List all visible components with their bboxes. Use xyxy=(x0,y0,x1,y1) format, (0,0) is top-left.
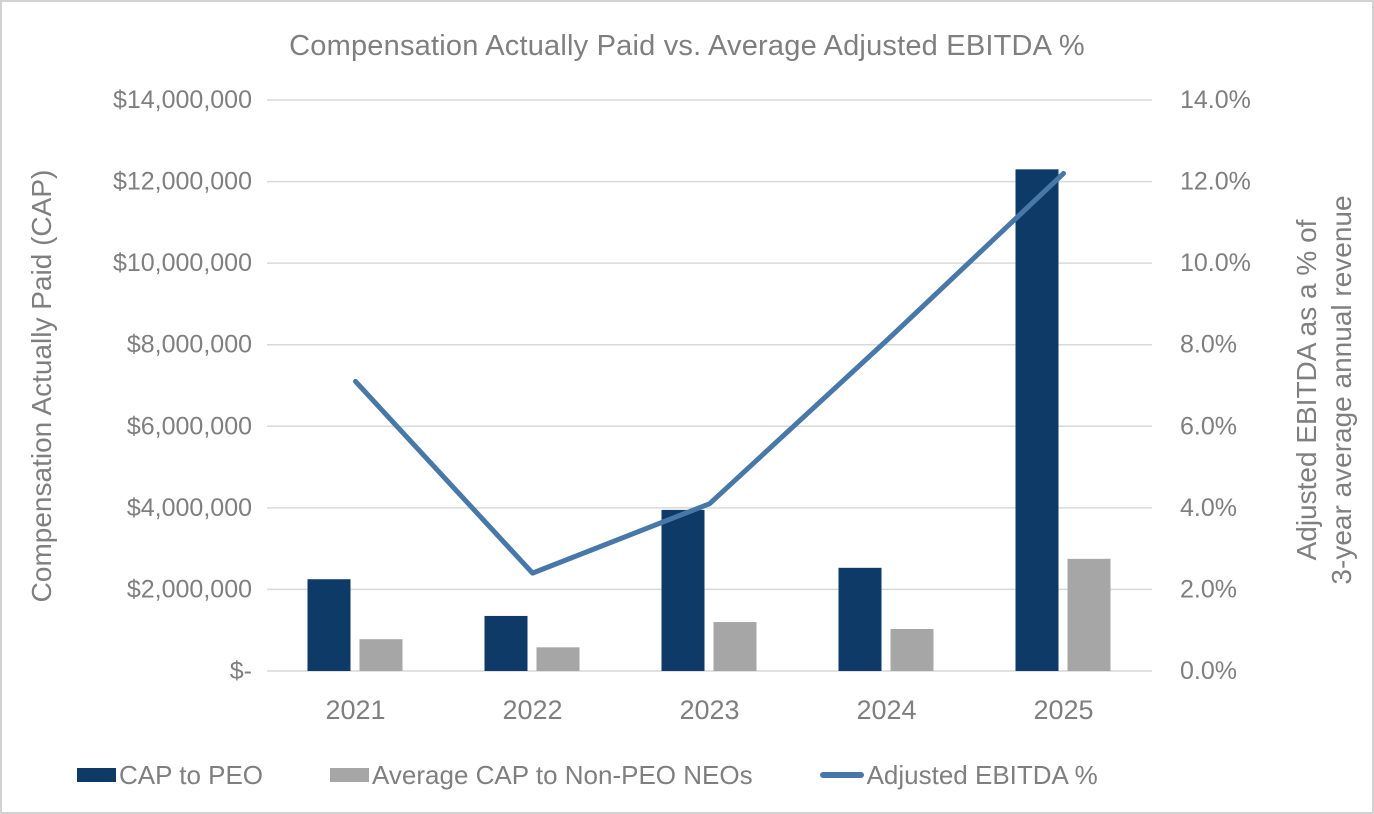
adjusted-ebitda-line xyxy=(353,170,1066,576)
bar-cap-to-peo xyxy=(1015,169,1059,672)
right-axis-tick-label: 10.0% xyxy=(1180,249,1251,277)
chart-legend: CAP to PEO Average CAP to Non-PEO NEOs A… xyxy=(77,754,1098,796)
legend-label-non-peo: Average CAP to Non-PEO NEOs xyxy=(372,759,753,790)
bar-avg-cap-non-peo xyxy=(1067,558,1111,671)
right-axis-tick-label: 6.0% xyxy=(1180,412,1237,440)
gridlines-group xyxy=(267,99,1152,672)
legend-label-ebitda: Adjusted EBITDA % xyxy=(866,759,1098,790)
legend-item-ebitda: Adjusted EBITDA % xyxy=(819,759,1098,791)
right-axis-tick-label: 12.0% xyxy=(1180,168,1251,196)
chart-title: Compensation Actually Paid vs. Average A… xyxy=(289,30,1085,62)
left-axis-tick-label: $2,000,000 xyxy=(127,575,252,603)
x-axis-tick-label: 2023 xyxy=(679,695,739,725)
bar-cap-to-peo xyxy=(661,509,705,671)
x-axis-ticks-group: 2021 2022 2023 2024 2025 xyxy=(325,695,1093,725)
right-axis-ticks-group: 14.0% 12.0% 10.0% 8.0% 6.0% 4.0% 2.0% 0.0% xyxy=(1180,86,1251,685)
left-axis-tick-label: $4,000,000 xyxy=(127,494,252,522)
left-axis-tick-label: $8,000,000 xyxy=(127,331,252,359)
bar-avg-cap-non-peo xyxy=(536,647,580,671)
left-axis-tick-label: $12,000,000 xyxy=(113,168,252,196)
right-axis-tick-label: 8.0% xyxy=(1180,331,1237,359)
bar-avg-cap-non-peo xyxy=(713,622,757,671)
legend-label-cap-to-peo: CAP to PEO xyxy=(119,759,264,790)
left-axis-tick-label: $6,000,000 xyxy=(127,412,252,440)
right-axis-tick-label: 14.0% xyxy=(1180,86,1251,114)
cap-to-peo-swatch-icon xyxy=(77,768,116,782)
left-axis-tick-label: $- xyxy=(230,657,252,685)
left-axis-tick-label: $14,000,000 xyxy=(113,86,252,114)
bar-cap-to-peo xyxy=(307,579,351,671)
bar-avg-cap-non-peo xyxy=(890,628,934,671)
x-axis-tick-label: 2024 xyxy=(856,695,916,725)
bars-group xyxy=(307,169,1111,672)
right-axis-tick-label: 0.0% xyxy=(1180,657,1237,685)
legend-item-non-peo: Average CAP to Non-PEO NEOs xyxy=(330,760,753,791)
right-axis-tick-label: 2.0% xyxy=(1180,575,1237,603)
bar-cap-to-peo xyxy=(484,615,528,671)
bar-cap-to-peo xyxy=(838,567,882,671)
ebitda-line-swatch-icon xyxy=(819,772,864,778)
left-axis-tick-label: $10,000,000 xyxy=(113,249,252,277)
non-peo-swatch-icon xyxy=(330,768,370,782)
right-axis-tick-label: 4.0% xyxy=(1180,494,1237,522)
bar-avg-cap-non-peo xyxy=(359,639,403,671)
x-axis-tick-label: 2022 xyxy=(502,695,562,725)
x-axis-tick-label: 2021 xyxy=(325,695,385,725)
left-axis-ticks-group: $14,000,000 $12,000,000 $10,000,000 $8,000,… xyxy=(113,86,252,685)
x-axis-tick-label: 2025 xyxy=(1033,695,1093,725)
ebitda-line-group xyxy=(353,170,1066,576)
legend-item-cap-to-peo: CAP to PEO xyxy=(77,760,263,791)
